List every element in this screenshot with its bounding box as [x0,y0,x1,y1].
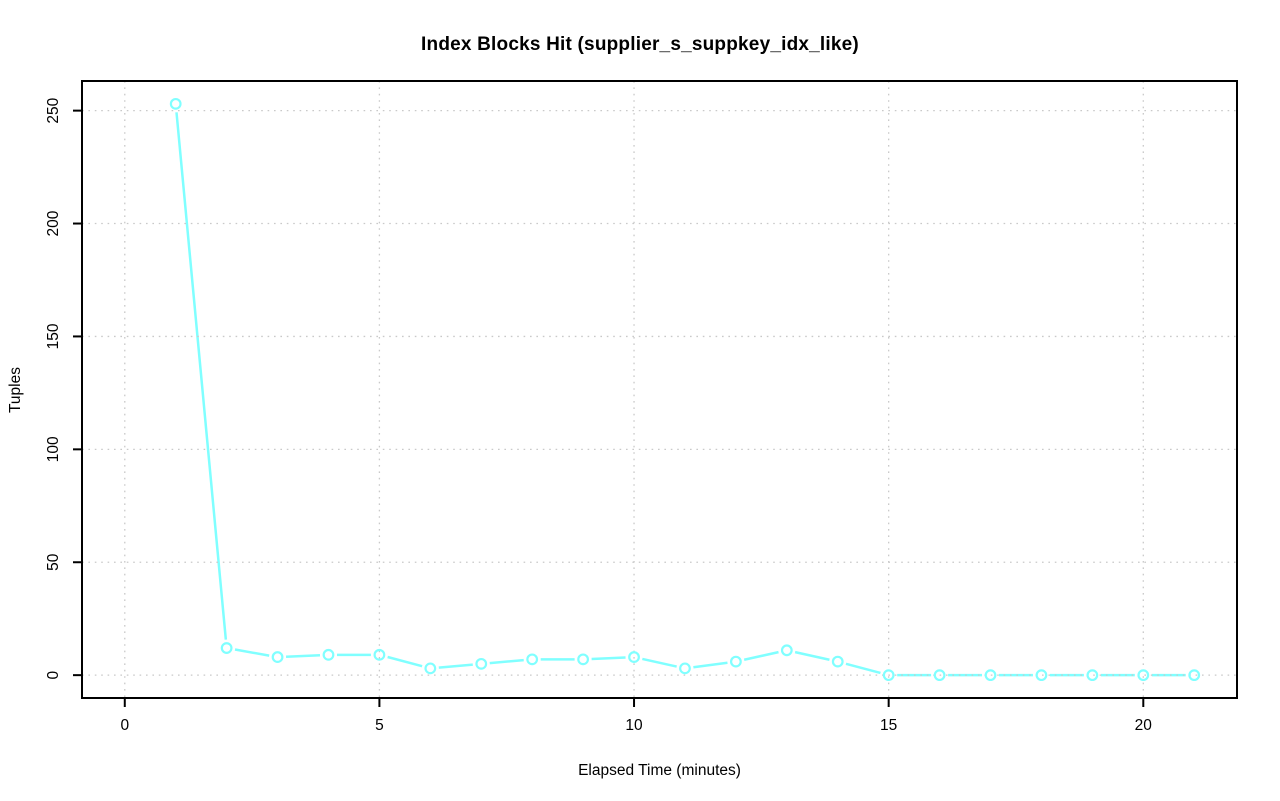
x-axis-label: Elapsed Time (minutes) [578,762,741,779]
data-point [424,662,437,675]
y-axis-label: Tuples [7,367,24,413]
x-tick-label: 15 [880,717,897,734]
data-point [169,97,182,110]
y-tick-label: 150 [45,323,62,349]
data-point [271,651,284,663]
data-point [882,669,895,682]
data-point [933,669,946,682]
x-tick-label: 20 [1135,717,1153,734]
series-line-segment [591,656,626,661]
series-line-segment [794,650,830,661]
series-line-segment [387,655,423,668]
data-point [1086,669,1099,682]
series-line-segment [642,657,677,668]
y-tick-label: 50 [45,553,62,571]
x-tick-label: 10 [625,717,643,734]
x-tick-label: 0 [120,717,129,734]
y-tick-label: 250 [45,97,62,123]
series-line-segment [845,662,881,675]
data-point [373,648,386,661]
data-point [729,655,742,668]
data-point [577,653,590,666]
data-point [628,651,640,663]
data-point [220,642,233,654]
data-point [780,644,793,657]
data-point [526,653,539,666]
data-point [831,655,844,668]
data-point [984,669,997,682]
x-tick-label: 5 [375,717,384,734]
data-point [475,657,488,670]
series-line-segment [743,650,779,661]
y-tick-label: 0 [45,670,62,679]
series-line-segment [489,658,524,665]
chart-title: Index Blocks Hit (supplier_s_suppkey_idx… [421,34,859,55]
data-point [322,648,335,661]
plot-box [81,80,1238,699]
series-line-segment [693,661,728,669]
data-point [679,662,691,675]
series-line-segment [234,648,270,657]
data-point [1137,669,1150,682]
series-line-segment [285,653,321,658]
data-point [1188,669,1201,682]
y-tick-label: 200 [45,210,62,236]
data-point [1035,669,1048,682]
series-line-segment [175,112,228,640]
series-line-segment [438,663,473,669]
y-tick-label: 100 [45,436,62,462]
